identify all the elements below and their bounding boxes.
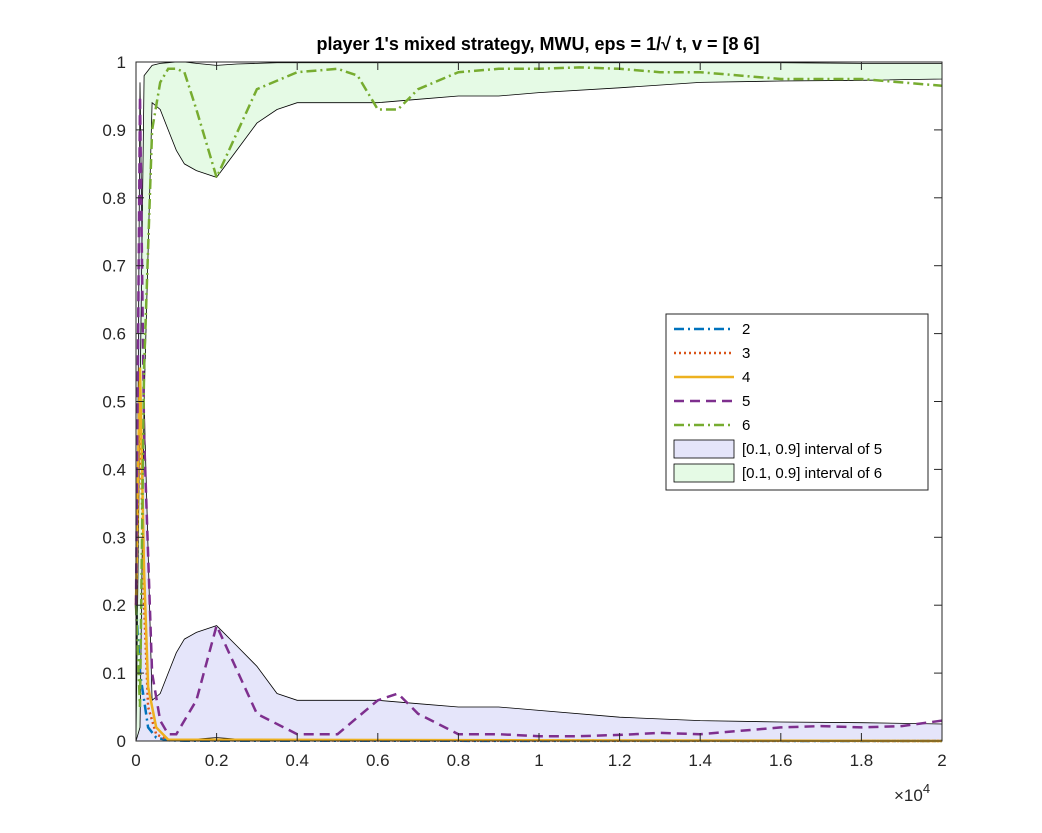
- legend-swatch-7: [673, 463, 735, 483]
- legend-label: 3: [742, 345, 750, 362]
- x-multiplier-base: ×10: [894, 786, 923, 805]
- x-tick-label: 0.4: [285, 751, 309, 770]
- series-lines: [134, 66, 943, 743]
- x-axis: 0 0.2 0.4 0.6 0.8 1 1.2 1.4 1.6 1.8 2: [131, 62, 947, 770]
- y-tick-label: 0.7: [102, 257, 126, 276]
- y-tick-label: 0: [117, 732, 126, 751]
- y-tick-label: 0.9: [102, 121, 126, 140]
- chart-title: player 1's mixed strategy, MWU, eps = 1/…: [317, 34, 760, 54]
- legend-label: 5: [742, 393, 750, 410]
- y-tick-label: 0.8: [102, 189, 126, 208]
- y-tick-label: 0.4: [102, 460, 126, 479]
- x-tick-label: 0.2: [205, 751, 229, 770]
- x-tick-label: 1: [534, 751, 543, 770]
- x-tick-label: 1.4: [688, 751, 712, 770]
- legend-label: 4: [742, 369, 750, 386]
- legend-label: 6: [742, 417, 750, 434]
- y-tick-label: 1: [117, 53, 126, 72]
- x-tick-label: 1.6: [769, 751, 793, 770]
- legend-label: 2: [742, 321, 750, 338]
- x-multiplier: ×104: [894, 781, 930, 805]
- y-tick-label: 0.5: [102, 393, 126, 412]
- x-tick-label: 0.8: [447, 751, 471, 770]
- y-tick-label: 0.1: [102, 664, 126, 683]
- x-tick-label: 0.6: [366, 751, 390, 770]
- y-tick-label: 0.6: [102, 325, 126, 344]
- y-axis: 0 0.1 0.2 0.3 0.4 0.5 0.6 0.7 0.8 0.9 1: [102, 53, 942, 751]
- y-tick-label: 0.2: [102, 596, 126, 615]
- x-tick-label: 1.2: [608, 751, 632, 770]
- x-multiplier-exponent: 4: [923, 781, 930, 796]
- y-tick-label: 0.3: [102, 528, 126, 547]
- series-line-6: [134, 66, 943, 708]
- x-tick-label: 0: [131, 751, 140, 770]
- svg-text:×104: ×104: [894, 781, 930, 805]
- legend-label: [0.1, 0.9] interval of 5: [742, 441, 882, 458]
- legend-swatch-6: [673, 439, 735, 459]
- x-tick-label: 2: [937, 751, 946, 770]
- legend-label: [0.1, 0.9] interval of 6: [742, 465, 882, 482]
- series-line-5: [134, 95, 943, 738]
- x-tick-label: 1.8: [850, 751, 874, 770]
- legend: 2 3 4 5 6 [0.1, 0.9] interval of 5 [0.1, 0.9] …: [665, 313, 929, 491]
